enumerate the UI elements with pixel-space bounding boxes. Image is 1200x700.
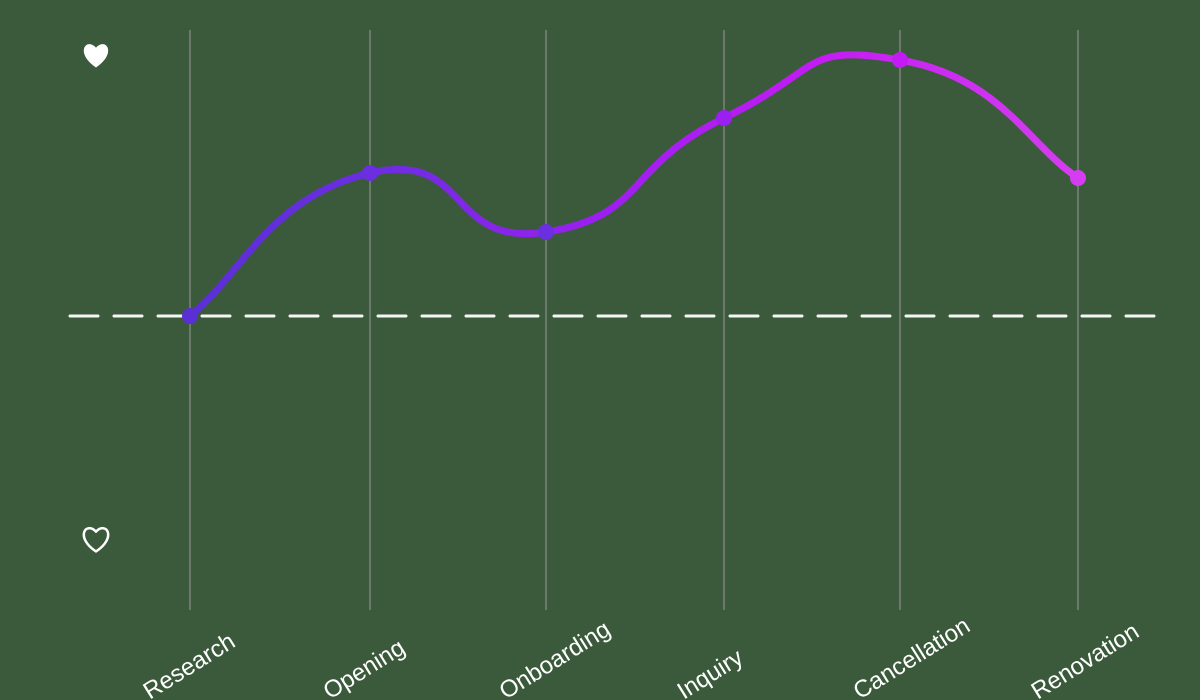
data-point-2 [538,224,554,240]
data-point-1 [362,165,378,181]
data-point-0 [182,308,198,324]
journey-line [190,55,1078,316]
data-point-5 [1070,170,1086,186]
data-point-4 [892,52,908,68]
heart-outline-icon [84,528,108,551]
journey-chart: ResearchOpeningOnboardingInquiryCancella… [0,0,1200,700]
data-point-3 [716,110,732,126]
heart-filled-icon [84,44,108,67]
